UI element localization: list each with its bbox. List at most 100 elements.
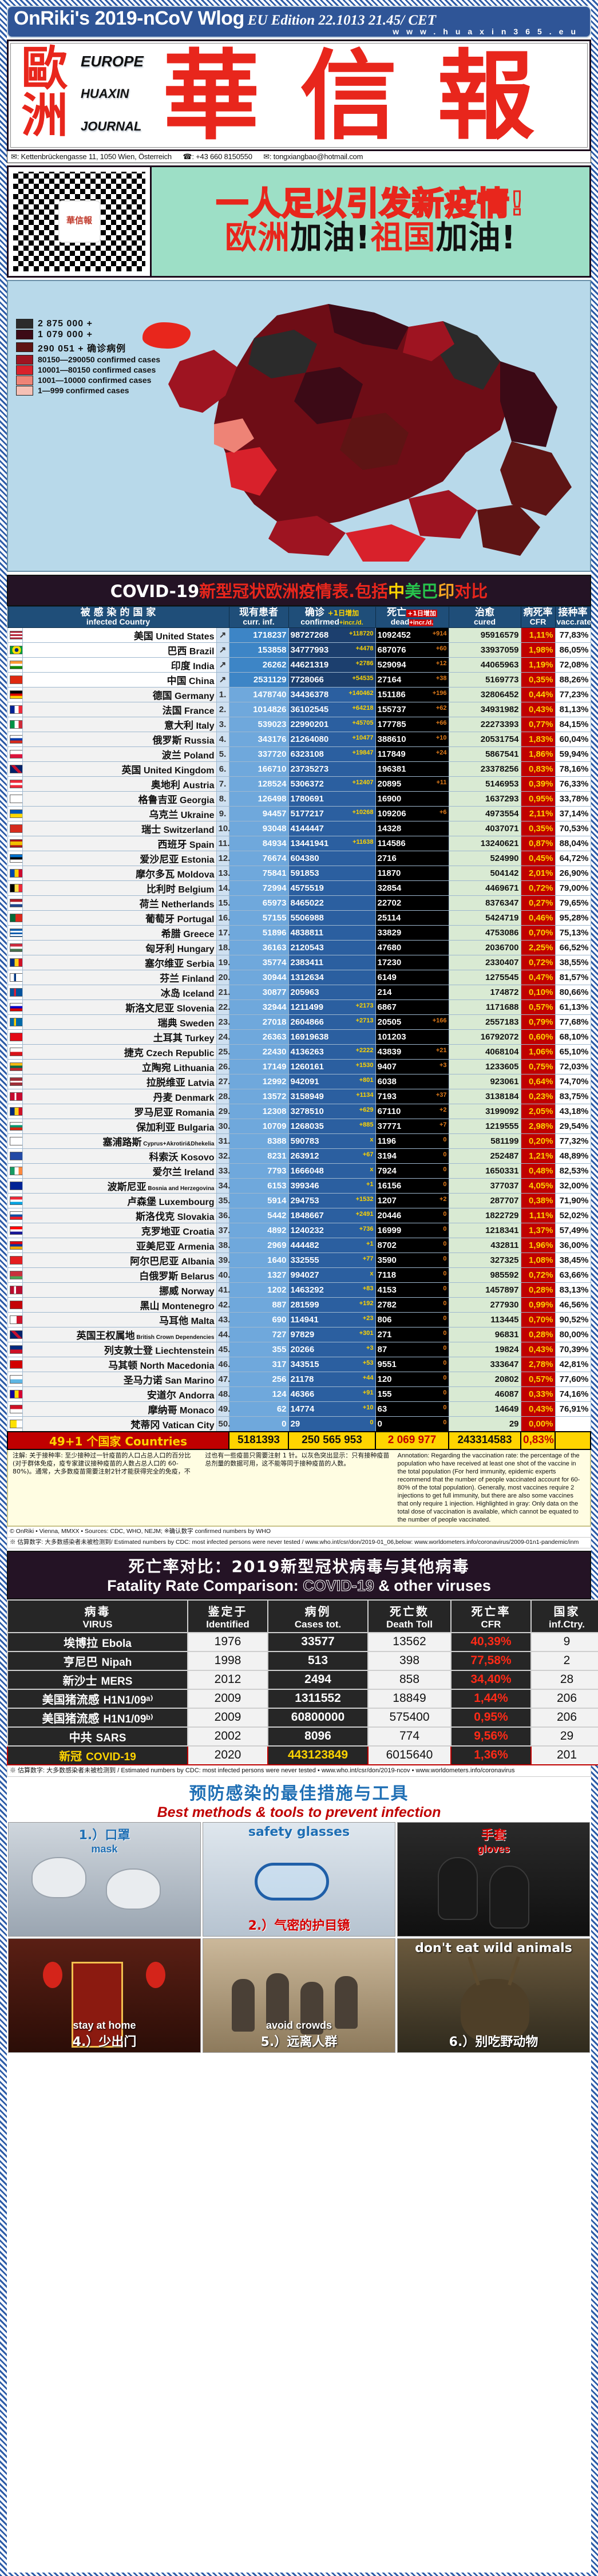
table-row[interactable]: 格鲁吉亚 Georgia 8. 126498 1780691 16900 1637293 0… (7, 791, 591, 807)
country-name-cell[interactable]: 黑山 Montenegro (22, 1297, 217, 1313)
fatality-row[interactable]: 新冠 COVID-19 2020 443123849 6015640 1,36% 201 (7, 1745, 598, 1765)
table-row[interactable]: 捷克 Czech Republic 25. 22430 +2222 4136263 +21… (7, 1044, 591, 1060)
country-name-cell[interactable]: 科索沃 Kosovo (22, 1148, 217, 1164)
country-name-cell[interactable]: 丹麦 Denmark (22, 1088, 217, 1104)
country-name-cell[interactable]: 土耳其 Turkey (22, 1029, 217, 1045)
table-row[interactable]: 黑山 Montenegro 42. 887 +192 281599 0 2782 277930… (7, 1297, 591, 1313)
country-name-cell[interactable]: 奥地利 Austria (22, 776, 217, 792)
table-row[interactable]: 斯洛伐克 Slovakia 36. 5442 +2491 1848667 0 20446 18… (7, 1207, 591, 1223)
table-row[interactable]: 亚美尼亚 Armenia 38. 2969 +1 444482 0 8702 432811 1,… (7, 1237, 591, 1253)
country-name-cell[interactable]: 荷兰 Netherlands (22, 895, 217, 911)
country-name-cell[interactable]: 格鲁吉亚 Georgia (22, 791, 217, 807)
table-row[interactable]: 比利时 Belgium 14. 72994 4575519 32854 4469671 0,… (7, 880, 591, 896)
table-row[interactable]: 摩尔多瓦 Moldova 13. 75841 591853 11870 504142 2,0… (7, 865, 591, 881)
fatality-row[interactable]: 中共 SARS 2002 8096 774 9,56% 29 (7, 1726, 598, 1747)
fatality-row[interactable]: 埃博拉 Ebola 1976 33577 13562 40,39% 9 (7, 1631, 598, 1652)
country-name-cell[interactable]: 斯洛文尼亚 Slovenia (22, 999, 217, 1015)
country-name-cell[interactable]: 白俄罗斯 Belarus (22, 1267, 217, 1283)
table-row[interactable]: 希腊 Greece 17. 51896 4838811 33829 4753086 0,70… (7, 924, 591, 941)
country-name-cell[interactable]: 摩纳哥 Monaco (22, 1401, 217, 1417)
country-name-cell[interactable]: 法国 France (22, 701, 217, 717)
country-name-cell[interactable]: 摩尔多瓦 Moldova (22, 865, 217, 881)
country-name-cell[interactable]: 匈牙利 Hungary (22, 939, 217, 955)
table-row[interactable]: 爱沙尼亚 Estonia 12. 76674 604380 2716 524990 0,45… (7, 850, 591, 866)
table-row[interactable]: 马其顿 North Macedonia 46. 317 +53 343515 0 9551 3… (7, 1356, 591, 1372)
table-row[interactable]: 冰岛 Iceland 21. 30877 205963 214 174872 0,10% 80… (7, 984, 591, 1000)
table-row[interactable]: 巴西 Brazil ↗ 153858 +4478 34777993 +60 687076 33… (7, 642, 591, 658)
table-row[interactable]: 瑞典 Sweden 23. 27018 +2713 2604866 +166 20505 25… (7, 1014, 591, 1030)
table-row[interactable]: 美国 United States ↗ 1718237 +118720 98727268 +… (7, 627, 591, 643)
country-name-cell[interactable]: 印度 India (22, 657, 217, 673)
table-row[interactable]: 塞浦路斯 Cyprus+Akrotiri&Dhekelia 31. 8388 x 590… (7, 1133, 591, 1149)
fatality-row[interactable]: 亨尼巴 Nipah 1998 513 398 77,58% 2 (7, 1650, 598, 1671)
country-name-cell[interactable]: 英国王权属地 British Crown Dependencies (22, 1326, 217, 1342)
country-name-cell[interactable]: 塞尔维亚 Serbia (22, 954, 217, 970)
country-name-cell[interactable]: 美国 United States (22, 627, 217, 643)
table-row[interactable]: 卢森堡 Luxembourg 35. 5914 +1532 294753 +2 1207 28… (7, 1192, 591, 1208)
table-row[interactable]: 德国 Germany 1. 1478740 +140462 34436378 +196 15… (7, 686, 591, 702)
table-row[interactable]: 斯洛文尼亚 Slovenia 22. 32944 +2173 1211499 6867 11… (7, 999, 591, 1015)
country-name-cell[interactable]: 意大利 Italy (22, 716, 217, 732)
table-row[interactable]: 白俄罗斯 Belarus 40. 1327 x 994027 0 7118 985592 0,7… (7, 1267, 591, 1283)
table-row[interactable]: 摩纳哥 Monaco 49. 62 +10 14774 0 63 14649 0,43% 76,9… (7, 1401, 591, 1417)
table-row[interactable]: 圣马力诺 San Marino 47. 256 +44 21178 0 120 20802 0,… (7, 1371, 591, 1387)
table-row[interactable]: 罗马尼亚 Romania 29. 12308 +629 3278510 +2 67110 31… (7, 1103, 591, 1119)
country-name-cell[interactable]: 斯洛伐克 Slovakia (22, 1207, 217, 1223)
country-name-cell[interactable]: 罗马尼亚 Romania (22, 1103, 217, 1119)
country-name-cell[interactable]: 捷克 Czech Republic (22, 1044, 217, 1060)
country-name-cell[interactable]: 挪威 Norway (22, 1282, 217, 1298)
table-row[interactable]: 丹麦 Denmark 28. 13572 +1134 3158949 +37 7193 313… (7, 1088, 591, 1104)
table-row[interactable]: 印度 India ↗ 26262 +2786 44621319 +12 529094 4406… (7, 657, 591, 673)
country-name-cell[interactable]: 德国 Germany (22, 686, 217, 702)
table-row[interactable]: 荷兰 Netherlands 15. 65973 8465022 22702 837634… (7, 895, 591, 911)
country-name-cell[interactable]: 卢森堡 Luxembourg (22, 1192, 217, 1208)
country-name-cell[interactable]: 梵蒂冈 Vatican City (22, 1416, 217, 1432)
table-row[interactable]: 波斯尼亚 Bosnia and Herzegovina 34. 6153 +1 3993… (7, 1178, 591, 1194)
table-row[interactable]: 俄罗斯 Russia 4. 343176 +10477 21264080 +10 38861… (7, 731, 591, 747)
country-name-cell[interactable]: 中国 China (22, 671, 217, 688)
country-name-cell[interactable]: 保加利亚 Bulgaria (22, 1118, 217, 1134)
country-name-cell[interactable]: 比利时 Belgium (22, 880, 217, 896)
country-name-cell[interactable]: 安道尔 Andorra (22, 1386, 217, 1402)
table-row[interactable]: 意大利 Italy 3. 539023 +45705 22990201 +66 177785… (7, 716, 591, 732)
table-row[interactable]: 爱尔兰 Ireland 33. 7793 x 1666048 0 7924 1650331 0,… (7, 1163, 591, 1179)
table-row[interactable]: 匈牙利 Hungary 18. 36163 2120543 47680 2036700 2,… (7, 939, 591, 955)
country-name-cell[interactable]: 葡萄牙 Portugal (22, 910, 217, 926)
country-name-cell[interactable]: 冰岛 Iceland (22, 984, 217, 1000)
country-name-cell[interactable]: 西班牙 Spain (22, 835, 217, 851)
country-name-cell[interactable]: 希腊 Greece (22, 924, 217, 941)
table-row[interactable]: 克罗地亚 Croatia 37. 4892 +736 1240232 0 16999 1218… (7, 1222, 591, 1238)
country-name-cell[interactable]: 拉脱维亚 Latvia (22, 1073, 217, 1089)
table-row[interactable]: 葡萄牙 Portugal 16. 57155 5506988 25114 5424719 0… (7, 910, 591, 926)
table-row[interactable]: 英国 United Kingdom 6. 166710 23735273 196381 2… (7, 761, 591, 777)
country-name-cell[interactable]: 阿尔巴尼亚 Albania (22, 1252, 217, 1268)
table-row[interactable]: 波兰 Poland 5. 337720 +19847 6323108 +24 117849 5… (7, 746, 591, 762)
qr-code[interactable]: 華信報 (7, 165, 150, 278)
country-name-cell[interactable]: 圣马力诺 San Marino (22, 1371, 217, 1387)
table-row[interactable]: 奥地利 Austria 7. 128524 +12407 5306372 +11 20895… (7, 776, 591, 792)
table-row[interactable]: 安道尔 Andorra 48. 124 +91 46366 0 155 46087 0,33% 7… (7, 1386, 591, 1402)
table-row[interactable]: 科索沃 Kosovo 32. 8231 +67 263912 0 3194 252487 1,2… (7, 1148, 591, 1164)
country-name-cell[interactable]: 亚美尼亚 Armenia (22, 1237, 217, 1253)
country-name-cell[interactable]: 爱沙尼亚 Estonia (22, 850, 217, 866)
table-row[interactable]: 乌克兰 Ukraine 9. 94457 +10268 5177217 +6 109206 4… (7, 805, 591, 821)
table-row[interactable]: 阿尔巴尼亚 Albania 39. 1640 +77 332555 0 3590 327325… (7, 1252, 591, 1268)
country-name-cell[interactable]: 爱尔兰 Ireland (22, 1163, 217, 1179)
country-name-cell[interactable]: 克罗地亚 Croatia (22, 1222, 217, 1238)
table-row[interactable]: 列支敦士登 Liechtenstein 45. 355 +3 20266 0 87 19824… (7, 1341, 591, 1357)
country-name-cell[interactable]: 马其顿 North Macedonia (22, 1356, 217, 1372)
wlog-url[interactable]: www.huaxin365.eu (393, 26, 583, 36)
country-name-cell[interactable]: 立陶宛 Lithuania (22, 1058, 217, 1074)
country-name-cell[interactable]: 波兰 Poland (22, 746, 217, 762)
email-text[interactable]: ✉: tongxiangbao@hotmail.com (263, 152, 363, 161)
table-row[interactable]: 英国王权属地 British Crown Dependencies 44. 727 +… (7, 1326, 591, 1342)
table-row[interactable]: 立陶宛 Lithuania 26. 17149 +1530 1260161 +3 9407 1… (7, 1058, 591, 1074)
country-name-cell[interactable]: 俄罗斯 Russia (22, 731, 217, 747)
table-row[interactable]: 法国 France 2. 1014826 +64218 36102545 +62 15573… (7, 701, 591, 717)
table-row[interactable]: 塞尔维亚 Serbia 19. 35774 2383411 17230 2330407 0,… (7, 954, 591, 970)
country-name-cell[interactable]: 塞浦路斯 Cyprus+Akrotiri&Dhekelia (22, 1133, 217, 1149)
table-row[interactable]: 土耳其 Turkey 24. 26363 16919638 101203 16792072… (7, 1029, 591, 1045)
country-name-cell[interactable]: 芬兰 Finland (22, 969, 217, 985)
table-row[interactable]: 挪威 Norway 41. 1202 +83 1463292 0 4153 1457897 0,… (7, 1282, 591, 1298)
country-name-cell[interactable]: 巴西 Brazil (22, 642, 217, 658)
